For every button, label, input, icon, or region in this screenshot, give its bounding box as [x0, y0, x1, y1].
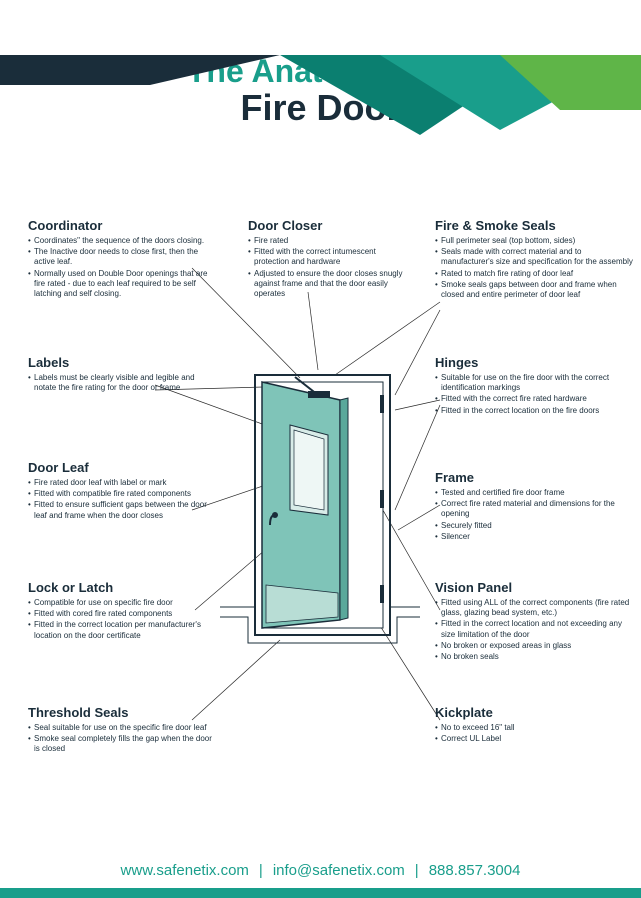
list-item: Coordinates" the sequence of the doors c…	[28, 236, 213, 246]
section-list-doorCloser: Fire ratedFitted with the correct intume…	[248, 236, 413, 299]
section-frame: Frame Tested and certified fire door fram…	[435, 470, 635, 543]
list-item: No broken seals	[435, 652, 635, 662]
section-heading-kickplate: Kickplate	[435, 705, 635, 720]
list-item: Securely fitted	[435, 521, 635, 531]
list-item: Normally used on Double Door openings th…	[28, 269, 213, 300]
list-item: Fitted to ensure sufficient gaps between…	[28, 500, 213, 520]
list-item: Smoke seals gaps between door and frame …	[435, 280, 635, 300]
section-heading-lockLatch: Lock or Latch	[28, 580, 213, 595]
footer-website: www.safenetix.com	[121, 862, 249, 879]
list-item: Correct fire rated material and dimensio…	[435, 499, 635, 519]
section-list-labels: Labels must be clearly visible and legib…	[28, 373, 213, 393]
list-item: Smoke seal completely fills the gap when…	[28, 734, 213, 754]
callout-line	[308, 292, 318, 370]
section-list-threshold: Seal suitable for use on the specific fi…	[28, 723, 213, 755]
list-item: Tested and certified fire door frame	[435, 488, 635, 498]
list-item: Adjusted to ensure the door closes snugl…	[248, 269, 413, 300]
list-item: Fitted with compatible fire rated compon…	[28, 489, 213, 499]
list-item: Fire rated	[248, 236, 413, 246]
section-fireSmoke: Fire & Smoke Seals Full perimeter seal (t…	[435, 218, 635, 301]
section-list-coordinator: Coordinates" the sequence of the doors c…	[28, 236, 213, 299]
section-lockLatch: Lock or Latch Compatible for use on speci…	[28, 580, 213, 642]
content-area: Coordinator Coordinates" the sequence of …	[0, 210, 641, 840]
list-item: Suitable for use on the fire door with t…	[435, 373, 635, 393]
section-visionPanel: Vision Panel Fitted using ALL of the corr…	[435, 580, 635, 663]
footer-email: info@safenetix.com	[273, 862, 405, 879]
section-list-visionPanel: Fitted using ALL of the correct componen…	[435, 598, 635, 662]
list-item: Fitted in the correct location and not e…	[435, 619, 635, 639]
section-labels: Labels Labels must be clearly visible and…	[28, 355, 213, 394]
section-heading-labels: Labels	[28, 355, 213, 370]
list-item: Compatible for use on specific fire door	[28, 598, 213, 608]
section-threshold: Threshold Seals Seal suitable for use on …	[28, 705, 213, 756]
list-item: Full perimeter seal (top bottom, sides)	[435, 236, 635, 246]
list-item: No broken or exposed areas in glass	[435, 641, 635, 651]
section-heading-visionPanel: Vision Panel	[435, 580, 635, 595]
section-heading-hinges: Hinges	[435, 355, 635, 370]
list-item: Fitted in the correct location on the fi…	[435, 406, 635, 416]
footer-phone: 888.857.3004	[429, 862, 521, 879]
list-item: Silencer	[435, 532, 635, 542]
list-item: Rated to match fire rating of door leaf	[435, 269, 635, 279]
section-list-hinges: Suitable for use on the fire door with t…	[435, 373, 635, 416]
section-list-fireSmoke: Full perimeter seal (top bottom, sides)S…	[435, 236, 635, 300]
list-item: Fitted with cored fire rated components	[28, 609, 213, 619]
section-coordinator: Coordinator Coordinates" the sequence of …	[28, 218, 213, 300]
section-list-kickplate: No to exceed 16" tallCorrect UL Label	[435, 723, 635, 744]
page-title: The Anatomy of a Fire Door	[0, 55, 641, 126]
list-item: Fitted using ALL of the correct componen…	[435, 598, 635, 618]
footer-sep-1: |	[259, 862, 263, 879]
section-heading-doorLeaf: Door Leaf	[28, 460, 213, 475]
section-kickplate: Kickplate No to exceed 16" tallCorrect UL…	[435, 705, 635, 745]
title-line2: Fire Door	[0, 89, 641, 127]
footer: www.safenetix.com | info@safenetix.com |…	[0, 853, 641, 898]
list-item: Correct UL Label	[435, 734, 635, 744]
section-doorLeaf: Door Leaf Fire rated door leaf with label…	[28, 460, 213, 522]
list-item: No to exceed 16" tall	[435, 723, 635, 733]
section-list-frame: Tested and certified fire door frameCorr…	[435, 488, 635, 542]
title-line1: The Anatomy of a	[0, 55, 641, 89]
section-heading-doorCloser: Door Closer	[248, 218, 413, 233]
list-item: The Inactive door needs to close first, …	[28, 247, 213, 267]
door-illustration	[220, 365, 420, 655]
list-item: Fitted with the correct intumescent prot…	[248, 247, 413, 267]
section-list-lockLatch: Compatible for use on specific fire door…	[28, 598, 213, 641]
section-heading-fireSmoke: Fire & Smoke Seals	[435, 218, 635, 233]
list-item: Seals made with correct material and to …	[435, 247, 635, 267]
footer-sep-2: |	[415, 862, 419, 879]
list-item: Fitted in the correct location per manuf…	[28, 620, 213, 640]
section-heading-threshold: Threshold Seals	[28, 705, 213, 720]
list-item: Labels must be clearly visible and legib…	[28, 373, 213, 393]
list-item: Fire rated door leaf with label or mark	[28, 478, 213, 488]
section-heading-coordinator: Coordinator	[28, 218, 213, 233]
list-item: Seal suitable for use on the specific fi…	[28, 723, 213, 733]
section-hinges: Hinges Suitable for use on the fire door …	[435, 355, 635, 417]
list-item: Fitted with the correct fire rated hardw…	[435, 394, 635, 404]
section-list-doorLeaf: Fire rated door leaf with label or markF…	[28, 478, 213, 521]
section-doorCloser: Door Closer Fire ratedFitted with the cor…	[248, 218, 413, 300]
section-heading-frame: Frame	[435, 470, 635, 485]
